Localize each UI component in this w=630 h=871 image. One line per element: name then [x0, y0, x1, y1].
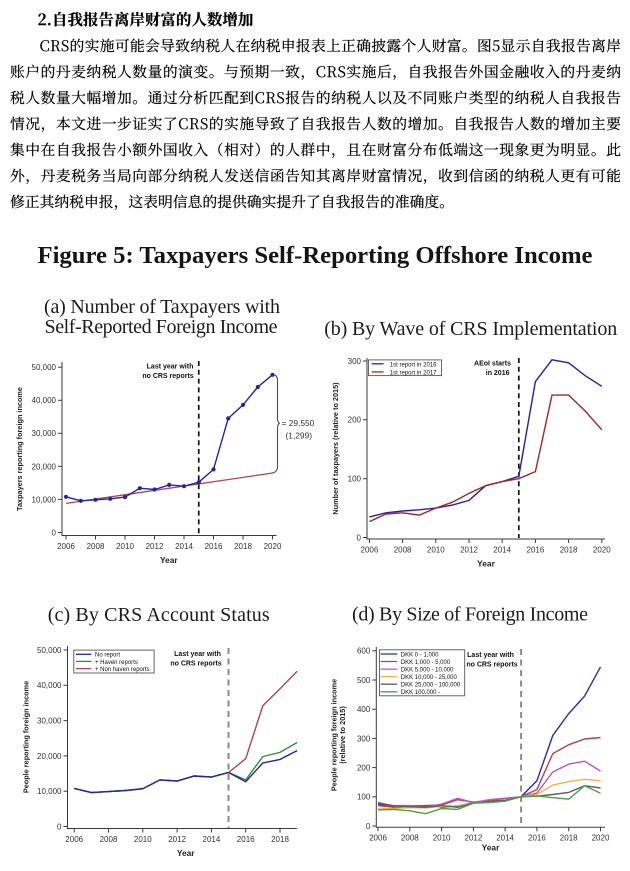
svg-text:20,000: 20,000 [32, 462, 57, 471]
svg-text:300: 300 [357, 734, 371, 743]
svg-text:Figure 5: Taxpayers Self-Repo: Figure 5: Taxpayers Self-Reporting Offsh… [38, 242, 593, 269]
svg-text:= 29,550: = 29,550 [282, 418, 315, 428]
svg-text:no CRS reports: no CRS reports [170, 661, 221, 668]
svg-text:(d) By Size of Foreign Income: (d) By Size of Foreign Income [352, 604, 588, 626]
svg-text:2014: 2014 [496, 834, 514, 843]
svg-text:Year: Year [177, 848, 195, 858]
svg-text:0: 0 [52, 528, 57, 537]
svg-text:2010: 2010 [134, 835, 152, 844]
svg-text:2008: 2008 [87, 542, 105, 551]
svg-text:Year: Year [477, 559, 495, 569]
svg-text:30,000: 30,000 [37, 717, 62, 726]
svg-text:Year: Year [160, 555, 178, 565]
svg-text:100: 100 [357, 793, 371, 802]
svg-text:40,000: 40,000 [32, 396, 57, 405]
svg-text:2010: 2010 [427, 546, 445, 555]
svg-text:2018: 2018 [560, 546, 578, 555]
svg-text:2006: 2006 [65, 835, 83, 844]
svg-text:DKK 10,000 - 25,000: DKK 10,000 - 25,000 [401, 675, 458, 681]
svg-text:2008: 2008 [100, 835, 118, 844]
svg-text:2012: 2012 [465, 834, 483, 843]
svg-text:10,000: 10,000 [37, 787, 62, 796]
svg-text:no CRS reports: no CRS reports [142, 373, 193, 380]
svg-text:0: 0 [57, 822, 62, 831]
svg-text:Self-Reported Foreign Income: Self-Reported Foreign Income [45, 316, 278, 338]
svg-text:200: 200 [357, 764, 371, 773]
svg-text:2012: 2012 [460, 546, 478, 555]
svg-text:no CRS reports: no CRS reports [466, 662, 517, 669]
svg-text:1st report in 2017: 1st report in 2017 [390, 370, 437, 376]
svg-text:0: 0 [357, 533, 362, 542]
svg-text:AEoI starts: AEoI starts [474, 361, 511, 368]
svg-text:No report: No report [95, 653, 120, 659]
svg-text:2016: 2016 [527, 546, 545, 555]
svg-text:2008: 2008 [401, 834, 419, 843]
svg-text:20,000: 20,000 [37, 752, 62, 761]
svg-text:Last year with: Last year with [467, 652, 514, 659]
svg-text:(a) Number of Taxpayers with: (a) Number of Taxpayers with [44, 296, 280, 318]
svg-text:DKK 100,000 -: DKK 100,000 - [401, 690, 440, 696]
svg-text:2020: 2020 [593, 546, 611, 555]
svg-text:30,000: 30,000 [32, 429, 57, 438]
svg-text:200: 200 [348, 416, 362, 425]
svg-text:2012: 2012 [146, 542, 164, 551]
svg-text:2018: 2018 [234, 542, 252, 551]
svg-text:500: 500 [357, 676, 371, 685]
svg-text:+ Haven reports: + Haven reports [95, 660, 138, 666]
svg-text:DKK 0 - 1,000: DKK 0 - 1,000 [401, 652, 439, 658]
svg-text:Last year with: Last year with [174, 651, 221, 658]
svg-text:1st report in 2016: 1st report in 2016 [390, 362, 437, 368]
svg-text:Year: Year [482, 843, 500, 853]
svg-text:0: 0 [366, 822, 371, 831]
svg-text:DKK 1,000 - 5,000: DKK 1,000 - 5,000 [401, 660, 451, 666]
svg-text:in 2016: in 2016 [486, 370, 510, 377]
svg-text:2006: 2006 [369, 834, 387, 843]
svg-text:600: 600 [357, 647, 371, 656]
svg-text:300: 300 [348, 357, 362, 366]
svg-text:2014: 2014 [493, 546, 511, 555]
svg-text:2018: 2018 [271, 835, 289, 844]
svg-text:10,000: 10,000 [32, 495, 57, 504]
svg-text:2014: 2014 [175, 542, 193, 551]
svg-text:2012: 2012 [168, 835, 186, 844]
svg-text:2006: 2006 [57, 542, 75, 551]
svg-text:Last year with: Last year with [147, 364, 194, 371]
svg-text:50,000: 50,000 [37, 646, 62, 655]
svg-text:2016: 2016 [528, 834, 546, 843]
svg-text:DKK 25,000 - 100,000: DKK 25,000 - 100,000 [401, 683, 461, 689]
svg-text:100: 100 [348, 475, 362, 484]
svg-text:(b) By Wave of CRS Implementat: (b) By Wave of CRS Implementation [324, 318, 617, 340]
svg-text:People reporting foreign incom: People reporting foreign income [329, 679, 338, 791]
svg-text:People reporting foreign incom: People reporting foreign income [22, 681, 31, 793]
svg-text:+ Non haven reports: + Non haven reports [95, 667, 150, 673]
svg-text:50,000: 50,000 [32, 363, 57, 372]
svg-text:(relative to 2015): (relative to 2015) [338, 706, 347, 764]
svg-text:2006: 2006 [361, 546, 379, 555]
svg-text:2014: 2014 [203, 835, 221, 844]
svg-text:2020: 2020 [264, 542, 282, 551]
svg-text:2008: 2008 [394, 546, 412, 555]
svg-text:2010: 2010 [116, 542, 134, 551]
svg-text:DKK 5,000 - 10,000: DKK 5,000 - 10,000 [401, 668, 454, 674]
svg-text:40,000: 40,000 [37, 681, 62, 690]
svg-text:2018: 2018 [560, 834, 578, 843]
svg-text:2016: 2016 [237, 835, 255, 844]
svg-text:(1,299): (1,299) [286, 431, 313, 441]
svg-text:2020: 2020 [592, 834, 610, 843]
svg-text:Taxpayers reporting foreign in: Taxpayers reporting foreign income [15, 387, 24, 511]
svg-text:Number of taxpayers (relative: Number of taxpayers (relative to 2015) [331, 382, 340, 515]
svg-text:2016: 2016 [205, 542, 223, 551]
svg-text:2010: 2010 [433, 834, 451, 843]
svg-text:(c) By CRS Account Status: (c) By CRS Account Status [48, 604, 270, 626]
svg-text:400: 400 [357, 705, 371, 714]
